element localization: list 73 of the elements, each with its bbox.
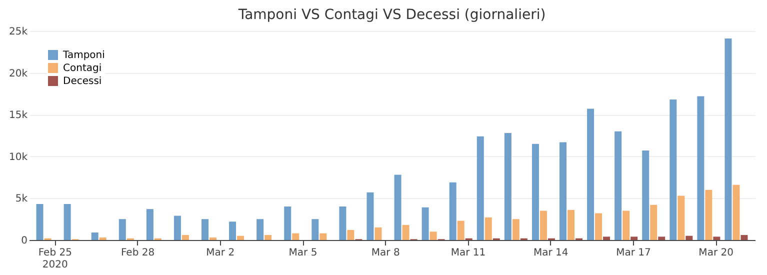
y-tick-label: 25k <box>8 26 28 38</box>
bar <box>430 232 437 240</box>
bar <box>705 190 712 240</box>
bar <box>366 192 374 240</box>
bar <box>202 219 208 240</box>
y-tick-label: 20k <box>8 68 28 80</box>
y-tick-label: 5k <box>15 194 28 205</box>
bar <box>292 233 300 240</box>
bar <box>64 204 71 240</box>
legend-label: Tamponi <box>62 50 105 61</box>
bar <box>568 210 574 240</box>
x-tick-label: Feb 28 <box>120 248 155 258</box>
bar <box>182 234 189 240</box>
bar <box>312 219 319 240</box>
bar <box>603 236 610 240</box>
bar <box>174 216 181 240</box>
bar <box>402 224 410 240</box>
bar <box>422 207 429 240</box>
bar <box>210 237 216 240</box>
bar <box>650 204 658 240</box>
bar <box>339 206 346 240</box>
x-tick-label: Mar 5 <box>288 248 318 258</box>
bar <box>284 206 292 240</box>
bar <box>678 196 685 240</box>
bar <box>658 236 666 240</box>
bar <box>476 136 484 240</box>
bar <box>622 210 630 240</box>
bar <box>237 236 244 240</box>
bar <box>484 217 492 240</box>
y-tick-label: 10k <box>8 152 28 163</box>
bar <box>740 234 748 240</box>
bar <box>686 236 693 240</box>
bar <box>512 219 520 240</box>
bar <box>724 38 732 240</box>
legend-label: Contagi <box>63 63 102 74</box>
bar <box>670 100 677 240</box>
bar <box>320 233 327 240</box>
bar <box>99 237 106 240</box>
bar <box>560 142 566 240</box>
x-tick-label: Mar 20 <box>698 248 734 258</box>
bar <box>504 132 512 240</box>
bar <box>394 174 402 240</box>
bar <box>697 96 704 240</box>
bar <box>642 150 650 240</box>
x-tick-label: Mar 8 <box>371 248 400 258</box>
bar <box>713 236 720 240</box>
bar <box>374 227 382 240</box>
bar <box>256 219 264 240</box>
x-tick-label: Mar 11 <box>450 248 486 258</box>
bar <box>347 230 354 240</box>
x-tick-label: Mar 14 <box>533 248 568 258</box>
bar <box>36 204 44 240</box>
bar <box>587 108 594 240</box>
bar <box>146 209 154 240</box>
bar <box>614 131 622 240</box>
bar <box>264 234 272 240</box>
bar <box>91 232 98 240</box>
bar <box>732 184 740 240</box>
x-tick-label: Mar 2 <box>206 248 235 258</box>
bar <box>229 222 236 240</box>
y-tick-label: 0 <box>21 236 28 246</box>
x-tick-label: Mar 17 <box>616 248 651 258</box>
y-tick-label: 15k <box>8 110 28 122</box>
bar <box>595 213 602 240</box>
bar <box>449 182 456 240</box>
bar <box>118 219 126 240</box>
x-tick-label: Feb 25 2020 <box>38 248 72 270</box>
bar <box>457 220 464 240</box>
bar <box>532 144 539 240</box>
bar <box>630 236 638 240</box>
legend-label: Decessi <box>63 76 102 87</box>
chart-title: Tamponi VS Contagi VS Decessi (giornalieri) <box>237 7 546 23</box>
bar <box>540 210 547 240</box>
